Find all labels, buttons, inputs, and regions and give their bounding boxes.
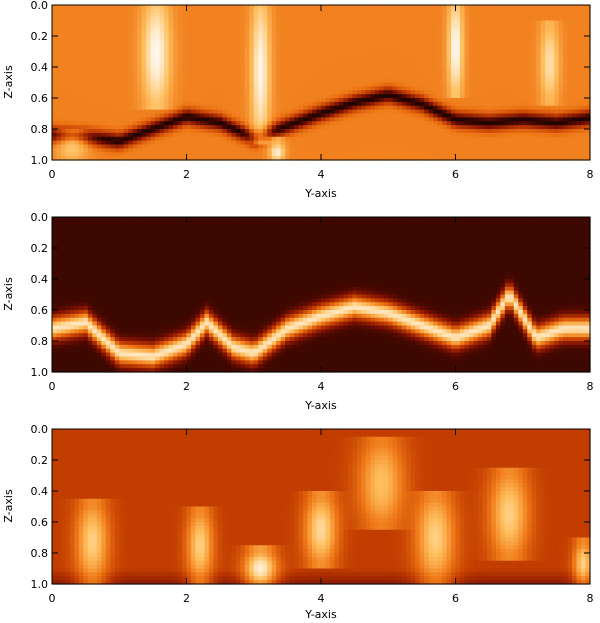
y-tick-label: 1.0 [31,366,49,379]
y-tick-label: 0.6 [31,516,49,529]
y-tick-label: 1.0 [31,154,49,167]
y-tick-label: 0.2 [31,454,49,467]
x-tick-label: 6 [452,380,459,393]
x-tick-label: 2 [183,592,190,605]
y-tick-label: 0.8 [31,547,49,560]
x-axis-title-top: Y-axis [304,187,337,200]
x-tick-label: 2 [183,168,190,181]
y-tick-label: 0.6 [31,304,49,317]
y-tick-label: 0.0 [31,211,49,224]
heatmap-top [52,5,591,161]
x-tick-label: 0 [49,168,56,181]
y-tick-label: 0.2 [31,30,49,43]
panel-top: 0 2 4 6 8 0.0 0.2 0.4 0.6 0.8 1.0 Y-axis Z-axis [2,0,594,200]
x-tick-label: 0 [49,380,56,393]
y-axis-title-top: Z-axis [2,65,15,99]
x-tick-label: 8 [587,592,594,605]
x-axis-title-middle: Y-axis [304,399,337,412]
y-tick-label: 0.0 [31,423,49,436]
y-tick-label: 0.8 [31,335,49,348]
x-tick-label: 6 [452,168,459,181]
x-tick-label: 4 [318,168,325,181]
x-tick-label: 6 [452,592,459,605]
y-tick-label: 0.2 [31,242,49,255]
y-tick-label: 1.0 [31,578,49,591]
x-tick-label: 8 [587,380,594,393]
x-tick-label: 4 [318,380,325,393]
x-tick-label: 8 [587,168,594,181]
y-tick-label: 0.8 [31,123,49,136]
panel-bottom: 0 2 4 6 8 0.0 0.2 0.4 0.6 0.8 1.0 Y-axis Z-axis [2,423,594,621]
heatmap-middle [52,217,591,373]
x-tick-label: 0 [49,592,56,605]
heatmap-bottom [52,429,591,585]
x-axis-title-bottom: Y-axis [304,608,337,621]
y-axis-title-bottom: Z-axis [2,489,15,523]
panel-middle: 0 2 4 6 8 0.0 0.2 0.4 0.6 0.8 1.0 Y-axis Z-axis [2,211,594,412]
y-tick-label: 0.4 [31,61,49,74]
y-tick-label: 0.4 [31,485,49,498]
y-tick-label: 0.0 [31,0,49,12]
y-axis-title-middle: Z-axis [2,277,15,311]
x-tick-label: 4 [318,592,325,605]
y-tick-label: 0.6 [31,92,49,105]
y-tick-label: 0.4 [31,273,49,286]
x-tick-label: 2 [183,380,190,393]
